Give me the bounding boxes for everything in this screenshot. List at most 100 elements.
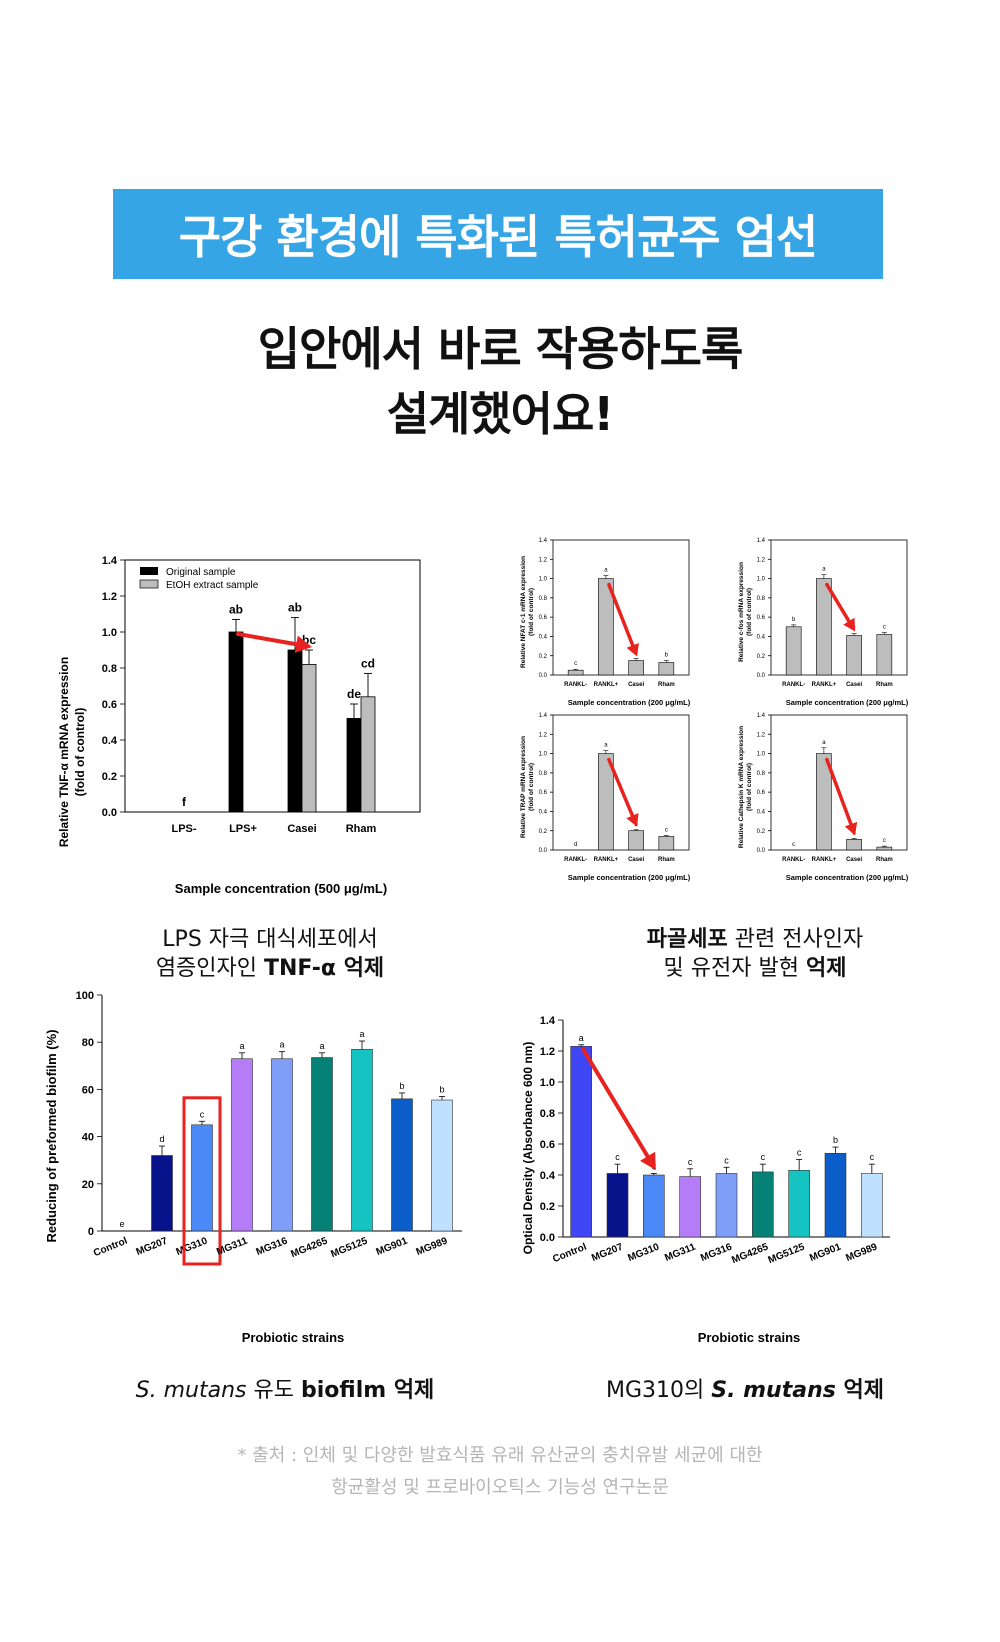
od-bar-mg901 [824,1153,847,1238]
ctsk-ytick-label: 0.0 [757,848,766,854]
biofilm-significance-letter: b [399,1081,404,1091]
trap-ytick-label: 1.4 [539,713,548,719]
od-xtick-label: MG316 [699,1241,734,1264]
nfatc1-plot-frame [552,539,690,676]
ctsk-xlabel: Sample concentration (200 μg/mL) [786,873,909,882]
tnf-arrow-shaft [236,632,299,647]
biofilm-bar-mg310 [191,1124,213,1232]
tnf-ytick-label: 0.4 [102,735,118,747]
cfos-bar-rankl- [785,626,802,676]
nfatc1-chart: Relative NFAT c-1 mRNA expression (fold … [520,538,691,707]
nfatc1-ytick-label: 0.6 [539,615,548,621]
trap-ytick-label: 0.4 [539,810,548,816]
cfos-xlabel: Sample concentration (200 μg/mL) [786,698,909,707]
od-xtick-label: MG311 [663,1241,697,1263]
biofilm-bar-mg207 [151,1155,173,1232]
cfos-ytick-label: 1.2 [757,557,766,563]
caption-osteo-plain2: 및 유전자 발현 [663,956,806,981]
nfatc1-bar-rham [658,662,675,676]
tnf-xtick-label: Casei [287,823,316,835]
od-bar-mg310 [643,1174,665,1238]
biofilm-bar-mg5125 [351,1048,373,1232]
ctsk-ytick-label: 0.2 [757,829,766,835]
trap-ytick-label: 0.8 [539,771,548,777]
cfos-xtick-label: Rham [876,682,893,688]
trap-ytick-label: 1.0 [539,752,548,758]
caption-biofilm-plain: 유도 [246,1378,301,1403]
ctsk-significance-letter: c [792,842,795,848]
nfatc1-ytick-label: 0.0 [539,673,548,679]
biofilm-bar-mg311 [231,1058,253,1232]
ctsk-bar-casei [846,839,862,851]
tnf-bar-casei-0 [287,649,303,813]
caption-biofilm-italic: S. mutans [135,1378,247,1403]
biofilm-bar-mg4265 [311,1057,333,1232]
trap-significance-letter: c [665,828,668,834]
biofilm-ylabel: Reducing of preformed biofilm (%) [44,1029,59,1242]
tnf-arrow-head [294,635,312,653]
od-xtick-label: MG5125 [767,1241,807,1266]
trap-xtick-label: Rham [658,857,675,863]
ctsk-plot-frame [770,714,908,851]
tnf-xtick-label: LPS+ [229,823,257,835]
nfatc1-xtick-label: RANKL+ [594,682,619,688]
od-ytick-label: 1.2 [540,1046,555,1058]
cfos-bar-casei [846,635,862,676]
trap-arrow-head [626,813,639,827]
cfos-bar-rham [876,634,893,676]
od-ytick-label: 1.4 [540,1015,556,1027]
trap-significance-letter: d [574,842,577,848]
tnf-ylabel-line2: (fold of control) [73,708,87,797]
nfatc1-xlabel: Sample concentration (200 μg/mL) [568,698,691,707]
caption-mg310-bold: 억제 [835,1378,884,1403]
nfatc1-xtick-label: Casei [628,682,644,688]
biofilm-bar-mg989 [431,1099,453,1232]
trap-arrow-shaft [607,757,635,818]
ctsk-arrow-head [844,821,858,836]
cfos-ytick-label: 1.0 [757,577,766,583]
ctsk-xtick-label: Casei [846,857,862,863]
nfatc1-significance-letter: b [665,653,669,659]
biofilm-xtick-label: MG901 [375,1235,410,1258]
caption-osteoclast: 파골세포 관련 전사인자 및 유전자 발현 억제 [525,925,985,983]
legend-original-label: Original sample [166,567,236,578]
biofilm-ytick-label: 100 [76,990,94,1002]
biofilm-xtick-label: MG5125 [329,1235,369,1260]
od-significance-letter: c [615,1152,620,1162]
title-banner: 구강 환경에 특화된 특허균주 엄선 [113,189,883,279]
tnf-significance-letter: ab [229,602,243,616]
tnf-alpha-chart: Relative TNF-α mRNA expression (fold of … [57,555,421,896]
cfos-ytick-label: 1.4 [757,538,766,544]
trap-xtick-label: Casei [628,857,644,863]
biofilm-significance-letter: e [119,1219,124,1229]
nfatc1-ytick-label: 1.2 [539,557,548,563]
tnf-bar-casei-1 [301,664,317,813]
tnf-legend: Original sample EtOH extract sample [139,567,259,591]
cfos-ytick-label: 0.2 [757,654,766,660]
caption-osteo-bold2: 억제 [805,956,847,981]
nfatc1-ylabel-line1: Relative NFAT c-1 mRNA expression [520,556,527,668]
trap-ylabel-line2: (fold of control) [528,763,535,811]
ctsk-bar-rham [876,846,893,851]
legend-swatch-original [140,567,158,575]
cfos-arrow-shaft [825,582,851,623]
tnf-significance-letter: de [347,687,361,701]
legend-etoh-label: EtOH extract sample [166,580,259,591]
od-bar-mg207 [606,1173,629,1238]
od-significance-letter: b [833,1135,838,1145]
caption-tnf: LPS 자극 대식세포에서 염증인자인 TNF-α 억제 [60,925,480,983]
ctsk-ylabel-line1: Relative Cathepsin K mRNA expression [738,726,745,848]
cfos-significance-letter: c [883,625,886,631]
source-line-1: * 출처 : 인체 및 다양한 발효식품 유래 유산균의 충치유발 세균에 대한 [237,1445,763,1466]
od-xlabel: Probiotic strains [698,1330,801,1345]
od-significance-letter: c [724,1155,729,1165]
biofilm-bar-mg316 [271,1058,293,1232]
headline-line-1: 입안에서 바로 작용하도록 [257,322,744,376]
nfatc1-bar-rankl- [567,669,584,676]
nfatc1-xtick-label: RANKL- [564,682,587,688]
od-ytick-label: 0.0 [540,1232,555,1244]
cfos-ylabel-line2: (fold of control) [746,588,753,636]
od-ylabel: Optical Density (Absorbance 600 nm) [521,1042,535,1255]
banner-title: 구강 환경에 특화된 특허균주 엄선 [178,210,819,264]
ctsk-ytick-label: 0.6 [757,790,766,796]
